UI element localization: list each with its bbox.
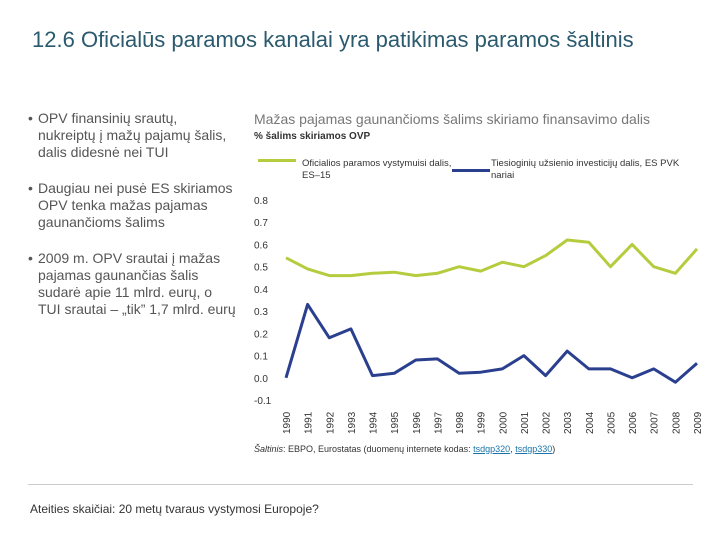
y-axis-label: % šalims skiriamos OVP (254, 131, 371, 142)
x-tick-label: 1995 (390, 411, 401, 434)
chart-title: Mažas pajamas gaunančioms šalims skiriam… (254, 111, 651, 127)
x-tick-label: 1990 (282, 411, 293, 434)
source-label: Šaltinis (254, 444, 284, 454)
x-tick-label: 2009 (693, 411, 704, 434)
x-tick-label: 2000 (498, 411, 509, 434)
x-tick-label: 2004 (585, 411, 596, 434)
x-tick-label: 2001 (520, 411, 531, 434)
x-tick-label: 2006 (628, 411, 639, 434)
bullet-item: • OPV finansinių srautų, nukreiptų į maž… (28, 110, 238, 161)
x-tick-label: 1991 (304, 411, 315, 434)
bullet-marker: • (28, 250, 33, 266)
page-title: 12.6 Oficialūs paramos kanalai yra patik… (32, 26, 692, 53)
y-tick-label: 0.7 (254, 218, 268, 229)
x-tick-label: 2002 (542, 411, 553, 434)
x-tick-label: 2007 (650, 411, 661, 434)
source-end: ) (552, 444, 556, 454)
legend-swatch-fdi (452, 169, 490, 172)
source-separator: , (510, 444, 516, 454)
bullet-item: • Daugiau nei pusė ES skiriamos OPV tenk… (28, 180, 238, 231)
y-tick-label: 0.0 (254, 374, 268, 385)
title-text: Oficialūs paramos kanalai yra patikimas … (80, 27, 634, 52)
source-link-tsdgp330[interactable]: tsdgp330 (515, 444, 553, 454)
bullet-text: Daugiau nei pusė ES skiriamos OPV tenka … (38, 180, 233, 230)
bullet-item: • 2009 m. OPV srautai į mažas pajamas ga… (28, 250, 238, 318)
x-tick-label: 1993 (347, 411, 358, 434)
x-tick-label: 2008 (671, 411, 682, 434)
y-tick-label: 0.8 (254, 196, 268, 207)
x-tick-label: 1994 (369, 411, 380, 434)
title-number: 12.6 (32, 27, 75, 52)
source-link-tsdgp320[interactable]: tsdgp320 (473, 444, 511, 454)
y-tick-label: 0.4 (254, 285, 268, 296)
bullet-text: 2009 m. OPV srautai į mažas pajamas gaun… (38, 250, 236, 317)
series-line-oda (285, 238, 699, 278)
source-text: : EBPO, Eurostatas (duomenų internete ko… (283, 444, 474, 454)
y-tick-label: 0.1 (254, 352, 268, 363)
x-tick-label: 1997 (433, 411, 444, 434)
y-tick-label: 0.2 (254, 329, 268, 340)
series-line-fdi (284, 302, 698, 384)
x-tick-label: 1998 (455, 411, 466, 434)
y-tick-label: 0.3 (254, 307, 268, 318)
x-tick-label: 2005 (606, 411, 617, 434)
bullet-list: • OPV finansinių srautų, nukreiptų į maž… (28, 110, 238, 337)
footer-divider (28, 484, 693, 485)
x-tick-label: 1996 (412, 411, 423, 434)
x-tick-label: 2003 (563, 411, 574, 434)
x-tick-label: 1992 (325, 411, 336, 434)
footer-text: Ateities skaičiai: 20 metų tvaraus vysty… (30, 502, 319, 516)
source-note: Šaltinis: EBPO, Eurostatas (duomenų inte… (254, 444, 555, 454)
legend-swatch-oda (258, 159, 296, 162)
legend-label-oda: Oficialios paramos vystymuisi dalis, ES–… (302, 158, 452, 181)
legend-label-fdi: Tiesioginių užsienio investicijų dalis, … (491, 158, 680, 181)
bullet-marker: • (28, 110, 33, 126)
y-tick-label: 0.5 (254, 263, 268, 274)
y-tick-label: -0.1 (254, 396, 272, 407)
y-tick-label: 0.6 (254, 240, 268, 251)
bullet-marker: • (28, 180, 33, 196)
bullet-text: OPV finansinių srautų, nukreiptų į mažų … (38, 110, 227, 160)
x-tick-label: 1999 (477, 411, 488, 434)
